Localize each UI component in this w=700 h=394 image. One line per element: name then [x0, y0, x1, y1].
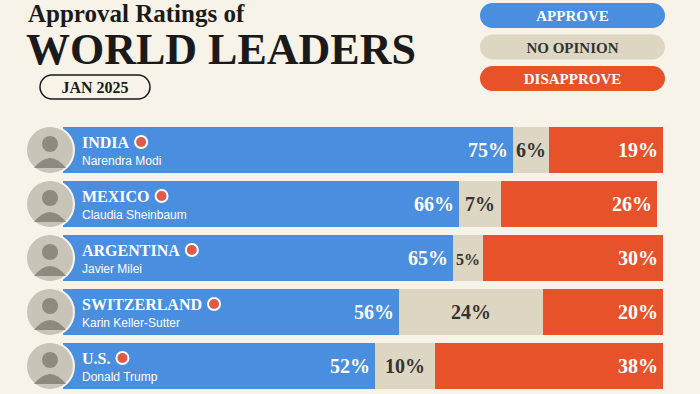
legend-label: APPROVE	[536, 8, 609, 24]
flag-icon-inner	[187, 245, 197, 255]
flag-icon	[115, 351, 129, 365]
flag-icon-inner	[136, 137, 146, 147]
category-label: ARGENTINA	[82, 242, 180, 259]
portrait-body	[34, 374, 66, 384]
leader-name: Javier Milei	[82, 262, 142, 276]
bar-segment	[63, 343, 375, 389]
annotation: JAN 2025	[61, 79, 128, 96]
bar-segment	[501, 181, 657, 227]
data-label: 6%	[516, 139, 546, 161]
bar-segment	[483, 235, 663, 281]
data-label: 65%	[408, 247, 448, 269]
legend-label: DISAPPROVE	[524, 71, 622, 87]
legend-swatch	[480, 66, 665, 91]
title: WORLD LEADERS	[26, 25, 416, 74]
portrait-head	[42, 190, 58, 206]
chart: Approval Ratings ofWORLD LEADERS JAN 2025…	[0, 0, 700, 394]
data-label: 26%	[612, 193, 652, 215]
leader-name: Karin Keller-Sutter	[82, 316, 180, 330]
data-label: 7%	[465, 193, 495, 215]
flag-icon	[207, 297, 221, 311]
bars	[63, 127, 663, 389]
bar-segment	[63, 289, 399, 335]
flag-icon-inner	[117, 353, 127, 363]
bar-segment	[63, 181, 459, 227]
portrait	[26, 180, 74, 228]
data-label: 52%	[330, 355, 370, 377]
bar-segment	[375, 343, 435, 389]
portrait	[26, 234, 74, 282]
flag-icon	[185, 243, 199, 257]
data-label: 66%	[414, 193, 454, 215]
bar-segment	[549, 127, 663, 173]
portrait	[26, 126, 74, 174]
bar-segment	[63, 235, 453, 281]
portrait-body	[34, 320, 66, 330]
portrait-body	[34, 212, 66, 222]
flag-icon-inner	[209, 299, 219, 309]
bar-segment	[453, 235, 483, 281]
portrait-head	[42, 298, 58, 314]
date-badge	[40, 75, 150, 99]
portrait	[26, 342, 74, 390]
bar-segment	[459, 181, 501, 227]
leader-name: Narendra Modi	[82, 154, 161, 168]
leader-name: Donald Trump	[82, 370, 158, 384]
portrait-body	[34, 266, 66, 276]
legend-swatch	[480, 35, 665, 60]
portrait-head	[42, 352, 58, 368]
portrait-head	[42, 136, 58, 152]
flag-icon	[155, 189, 169, 203]
category-label: MEXICO	[82, 188, 150, 205]
bar-segment	[63, 127, 513, 173]
data-label: 30%	[618, 247, 658, 269]
subtitle: Approval Ratings of	[28, 0, 245, 27]
data-label: 5%	[456, 251, 480, 268]
flag-icon-inner	[157, 191, 167, 201]
portrait-body	[34, 158, 66, 168]
category-label: INDIA	[82, 134, 130, 151]
data-label: 20%	[618, 301, 658, 323]
portrait-head	[42, 244, 58, 260]
legend-label: NO OPINION	[526, 40, 618, 56]
data-label: 10%	[385, 355, 425, 377]
data-label: 19%	[618, 139, 658, 161]
data-label: 24%	[451, 301, 491, 323]
bar-segment	[399, 289, 543, 335]
bar-segment	[543, 289, 663, 335]
background	[0, 0, 700, 394]
leader-name: Claudia Sheinbaum	[82, 208, 187, 222]
bar-segment	[513, 127, 549, 173]
data-label: 56%	[354, 301, 394, 323]
bar-segment	[435, 343, 663, 389]
flag-icon	[134, 135, 148, 149]
legend-swatch	[480, 3, 665, 28]
category-label: SWITZERLAND	[82, 296, 202, 313]
category-label: U.S.	[82, 350, 110, 367]
data-label: 38%	[618, 355, 658, 377]
labels: 75% 6% 19% INDIA Narendra Modi 66% 7% 26% MEXICO…	[82, 134, 658, 384]
data-label: 75%	[468, 139, 508, 161]
portrait	[26, 288, 74, 336]
